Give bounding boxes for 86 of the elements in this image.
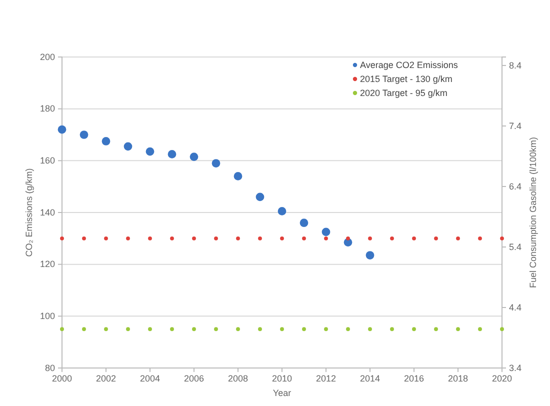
y2-tick-label: 7.4 [509, 120, 522, 131]
legend-label: 2020 Target - 95 g/km [360, 88, 448, 98]
point [170, 236, 174, 240]
point [82, 327, 86, 332]
point [190, 152, 198, 161]
point [478, 327, 482, 332]
point [80, 130, 88, 139]
point [60, 327, 64, 332]
x-tick-label: 2020 [492, 373, 512, 384]
point [126, 327, 130, 332]
x-tick-label: 2002 [96, 373, 116, 384]
y-tick-label: 200 [40, 52, 55, 62]
point [146, 147, 154, 156]
point [192, 327, 196, 332]
y-axis-title: CO₂ Emissions (g/km) [24, 168, 34, 257]
point [214, 236, 218, 240]
point [168, 150, 176, 158]
point [58, 125, 66, 134]
point [258, 236, 262, 240]
x-tick-label: 2010 [272, 373, 292, 384]
point [236, 236, 240, 240]
x-tick-label: 2012 [316, 373, 336, 384]
point [212, 159, 220, 168]
point [104, 236, 108, 240]
y2-tick-label: 8.4 [509, 60, 522, 70]
point [368, 236, 372, 240]
y2-tick-label: 5.4 [509, 242, 522, 252]
x-axis-title: Year [272, 388, 292, 398]
x-tick-label: 2018 [448, 373, 468, 384]
y-tick-label: 80 [44, 362, 55, 373]
point [412, 236, 416, 240]
y2-tick-label: 6.4 [509, 181, 522, 192]
legend-label: Average CO2 Emissions [360, 60, 458, 70]
point [234, 172, 242, 180]
y2-tick-label: 4.4 [509, 302, 522, 312]
point [322, 228, 330, 236]
point [324, 327, 328, 332]
point [368, 327, 372, 332]
point [456, 236, 460, 240]
point [500, 236, 504, 240]
point [390, 327, 394, 332]
point [258, 327, 262, 332]
point [300, 218, 308, 228]
x-tick-label: 2004 [140, 373, 160, 384]
y-tick-label: 100 [40, 311, 55, 322]
point [278, 207, 286, 216]
point [256, 192, 264, 202]
y-tick-label: 120 [40, 259, 55, 270]
y-tick-label: 160 [40, 156, 55, 166]
point [434, 327, 438, 332]
point [478, 236, 482, 240]
x-tick-label: 2006 [184, 373, 204, 384]
y-tick-label: 180 [40, 104, 55, 114]
point [82, 236, 86, 240]
point [324, 236, 328, 240]
y2-tick-label: 3.4 [509, 362, 522, 373]
point [60, 236, 64, 240]
point [280, 327, 284, 332]
y-tick-label: 140 [40, 207, 55, 218]
point [456, 327, 460, 332]
point [192, 236, 196, 240]
point [302, 327, 306, 332]
point [434, 236, 438, 240]
legend-label: 2015 Target - 130 g/km [360, 74, 452, 84]
point [500, 327, 504, 332]
point [390, 236, 394, 240]
point [148, 236, 152, 240]
point [412, 327, 416, 332]
point [124, 142, 132, 151]
point [346, 236, 350, 240]
point [346, 327, 350, 332]
x-tick-label: 2008 [228, 373, 248, 384]
point [170, 327, 174, 332]
point [104, 327, 108, 332]
point [102, 137, 110, 146]
x-tick-label: 2016 [404, 373, 424, 384]
point [280, 236, 284, 240]
x-tick-label: 2000 [52, 373, 72, 384]
y2-axis-title: Fuel Consumption Gasoline (l/100km) [528, 136, 538, 288]
point [126, 236, 130, 240]
point [236, 327, 240, 332]
point [148, 327, 152, 332]
point [302, 236, 306, 240]
point [214, 327, 218, 332]
x-tick-label: 2014 [360, 373, 380, 384]
point [366, 251, 374, 260]
